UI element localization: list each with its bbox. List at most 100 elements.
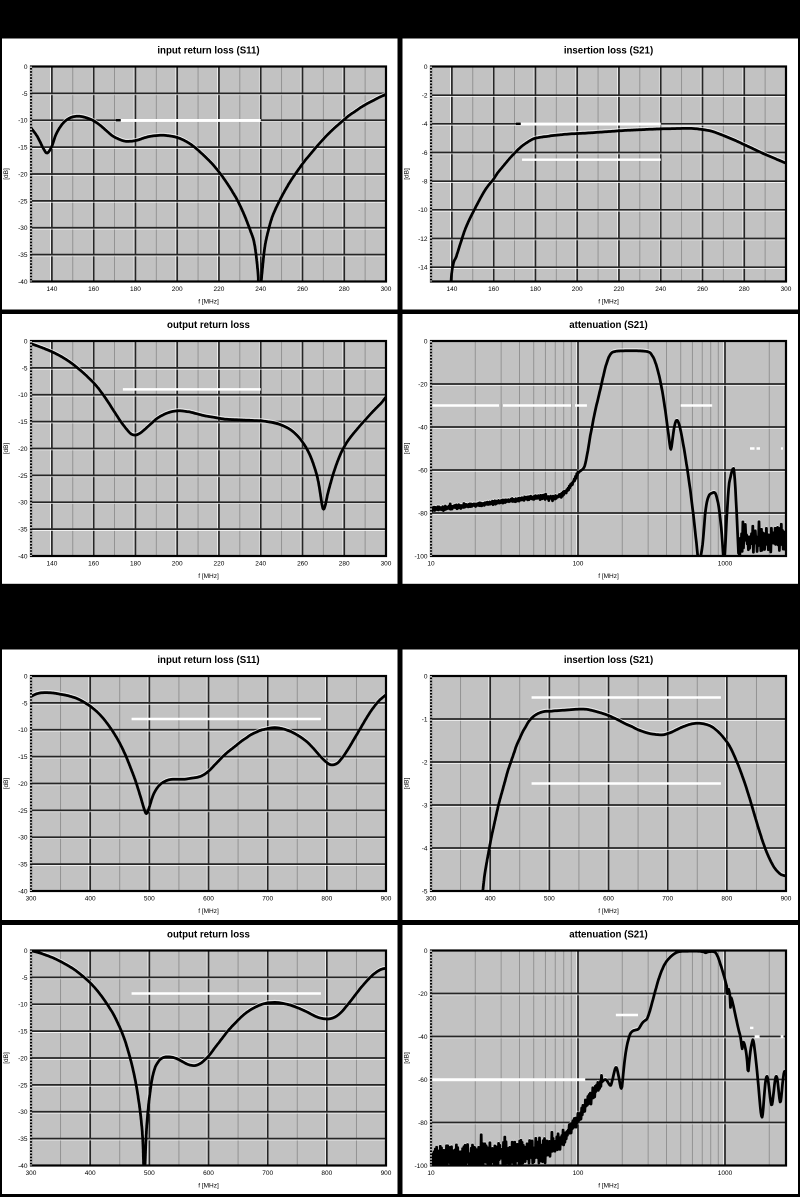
svg-text:-6: -6 bbox=[422, 150, 428, 157]
svg-text:240: 240 bbox=[655, 286, 666, 293]
svg-text:-40: -40 bbox=[418, 1034, 428, 1041]
svg-text:f [MHz]: f [MHz] bbox=[598, 1183, 619, 1190]
svg-text:-15: -15 bbox=[18, 1029, 28, 1036]
svg-text:-40: -40 bbox=[18, 888, 28, 895]
svg-text:-10: -10 bbox=[18, 118, 28, 125]
svg-text:140: 140 bbox=[46, 286, 57, 293]
svg-text:input return loss (S11): input return loss (S11) bbox=[157, 655, 259, 666]
svg-text:600: 600 bbox=[203, 1170, 214, 1177]
svg-text:-80: -80 bbox=[418, 1120, 428, 1127]
svg-text:-40: -40 bbox=[18, 279, 28, 286]
svg-text:insertion loss (S21): insertion loss (S21) bbox=[564, 655, 653, 666]
svg-text:-10: -10 bbox=[18, 392, 28, 399]
svg-text:f [MHz]: f [MHz] bbox=[198, 299, 219, 306]
svg-text:insertion loss (S21): insertion loss (S21) bbox=[564, 46, 653, 57]
svg-text:-15: -15 bbox=[18, 754, 28, 761]
svg-text:-35: -35 bbox=[18, 527, 28, 534]
svg-text:attenuation (S21): attenuation (S21) bbox=[569, 320, 648, 331]
svg-text:500: 500 bbox=[544, 896, 555, 903]
svg-text:0: 0 bbox=[424, 673, 428, 680]
svg-text:1000: 1000 bbox=[718, 561, 733, 568]
svg-text:200: 200 bbox=[572, 286, 583, 293]
svg-text:-20: -20 bbox=[18, 171, 28, 178]
svg-text:240: 240 bbox=[255, 286, 266, 293]
svg-text:300: 300 bbox=[781, 286, 792, 293]
svg-text:900: 900 bbox=[381, 1170, 392, 1177]
svg-text:0: 0 bbox=[424, 64, 428, 71]
svg-text:f [MHz]: f [MHz] bbox=[198, 573, 219, 580]
svg-text:-1: -1 bbox=[422, 716, 428, 723]
svg-text:220: 220 bbox=[213, 286, 224, 293]
svg-text:-25: -25 bbox=[18, 1082, 28, 1089]
svg-text:[dB]: [dB] bbox=[3, 443, 10, 455]
svg-text:-60: -60 bbox=[418, 467, 428, 474]
svg-text:-5: -5 bbox=[22, 365, 28, 372]
svg-text:-30: -30 bbox=[18, 225, 28, 232]
svg-text:400: 400 bbox=[85, 1170, 96, 1177]
svg-text:-25: -25 bbox=[18, 198, 28, 205]
svg-text:-40: -40 bbox=[18, 1163, 28, 1170]
svg-text:f [MHz]: f [MHz] bbox=[198, 1183, 219, 1190]
svg-text:700: 700 bbox=[662, 896, 673, 903]
svg-text:-40: -40 bbox=[18, 553, 28, 560]
svg-text:160: 160 bbox=[488, 286, 499, 293]
svg-text:0: 0 bbox=[24, 673, 28, 680]
svg-text:240: 240 bbox=[255, 561, 266, 568]
svg-text:-35: -35 bbox=[18, 862, 28, 869]
svg-text:160: 160 bbox=[88, 561, 99, 568]
svg-text:-10: -10 bbox=[418, 207, 428, 214]
svg-text:-25: -25 bbox=[18, 473, 28, 480]
svg-text:1000: 1000 bbox=[718, 1170, 733, 1177]
svg-text:800: 800 bbox=[721, 896, 732, 903]
svg-text:260: 260 bbox=[297, 286, 308, 293]
svg-text:-30: -30 bbox=[18, 500, 28, 507]
svg-text:0: 0 bbox=[24, 64, 28, 71]
svg-text:input return loss (S11): input return loss (S11) bbox=[157, 46, 259, 57]
svg-text:200: 200 bbox=[172, 286, 183, 293]
svg-text:220: 220 bbox=[613, 286, 624, 293]
svg-text:500: 500 bbox=[144, 1170, 155, 1177]
svg-text:-12: -12 bbox=[418, 236, 428, 243]
svg-text:-5: -5 bbox=[22, 91, 28, 98]
svg-text:-10: -10 bbox=[18, 727, 28, 734]
svg-text:220: 220 bbox=[213, 561, 224, 568]
svg-text:10: 10 bbox=[427, 561, 435, 568]
svg-text:f [MHz]: f [MHz] bbox=[198, 908, 219, 915]
svg-text:0: 0 bbox=[24, 338, 28, 345]
svg-text:-2: -2 bbox=[422, 93, 428, 100]
svg-text:100: 100 bbox=[573, 561, 584, 568]
svg-text:500: 500 bbox=[144, 896, 155, 903]
svg-text:180: 180 bbox=[130, 561, 141, 568]
svg-text:-20: -20 bbox=[18, 1055, 28, 1062]
svg-text:-5: -5 bbox=[422, 888, 428, 895]
svg-text:400: 400 bbox=[485, 896, 496, 903]
svg-text:-60: -60 bbox=[418, 1077, 428, 1084]
svg-text:[dB]: [dB] bbox=[404, 443, 411, 455]
svg-text:-40: -40 bbox=[418, 424, 428, 431]
svg-text:f [MHz]: f [MHz] bbox=[598, 908, 619, 915]
svg-text:output return loss: output return loss bbox=[167, 930, 250, 941]
svg-text:0: 0 bbox=[424, 338, 428, 345]
svg-text:-35: -35 bbox=[18, 1136, 28, 1143]
svg-text:-30: -30 bbox=[18, 835, 28, 842]
svg-text:280: 280 bbox=[339, 286, 350, 293]
svg-text:-20: -20 bbox=[418, 381, 428, 388]
svg-text:900: 900 bbox=[381, 896, 392, 903]
svg-text:0: 0 bbox=[424, 948, 428, 955]
svg-text:output return loss: output return loss bbox=[167, 320, 250, 331]
svg-text:-14: -14 bbox=[418, 265, 428, 272]
svg-text:-3: -3 bbox=[422, 802, 428, 809]
svg-text:260: 260 bbox=[297, 561, 308, 568]
svg-text:280: 280 bbox=[339, 561, 350, 568]
svg-text:300: 300 bbox=[26, 1170, 37, 1177]
svg-text:700: 700 bbox=[262, 896, 273, 903]
svg-text:[dB]: [dB] bbox=[3, 778, 10, 790]
svg-text:-35: -35 bbox=[18, 252, 28, 259]
svg-text:-5: -5 bbox=[22, 700, 28, 707]
svg-text:[dB]: [dB] bbox=[404, 778, 411, 790]
svg-text:180: 180 bbox=[530, 286, 541, 293]
svg-text:-2: -2 bbox=[422, 759, 428, 766]
svg-text:-15: -15 bbox=[18, 145, 28, 152]
svg-text:-4: -4 bbox=[422, 845, 428, 852]
svg-text:-20: -20 bbox=[18, 781, 28, 788]
